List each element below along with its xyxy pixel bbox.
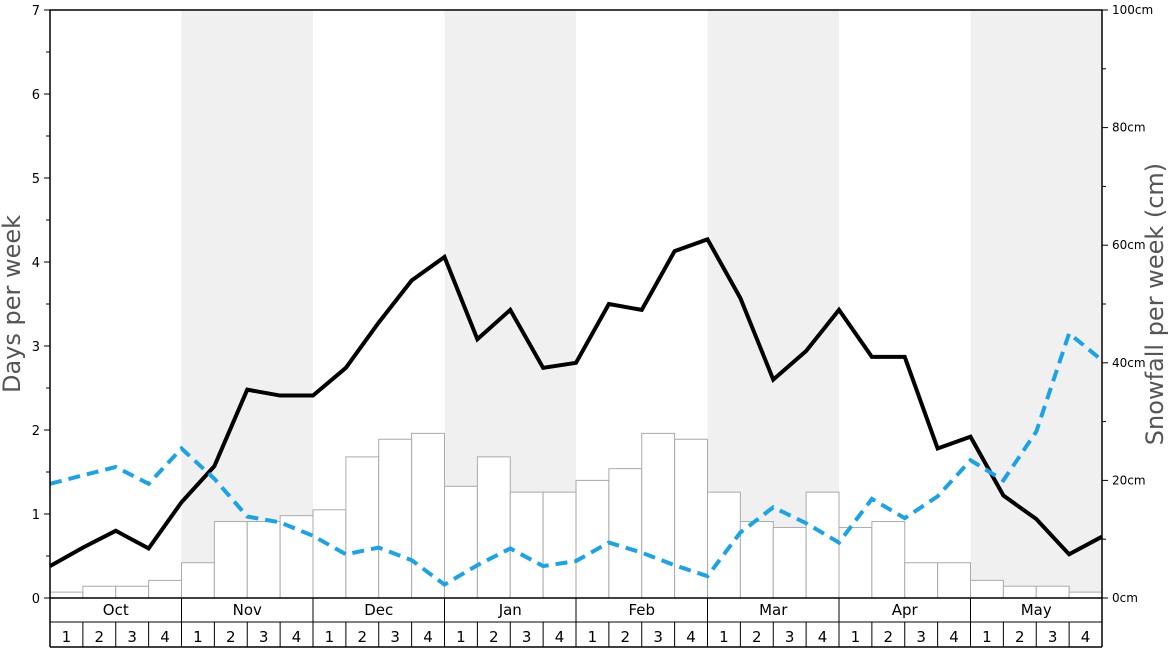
week-label: 1 (982, 628, 992, 646)
week-label: 4 (686, 628, 696, 646)
snowfall-bar (608, 468, 643, 599)
week-label: 2 (621, 628, 631, 646)
week-label: 1 (851, 628, 861, 646)
right-tick-label: 40cm (1112, 356, 1146, 370)
snowfall-bar (838, 526, 873, 599)
week-label: 2 (884, 628, 894, 646)
left-tick-label: 1 (32, 508, 40, 523)
right-tick-label: 80cm (1112, 121, 1146, 135)
month-label-apr: Apr (892, 601, 919, 619)
snowfall-bar (476, 456, 511, 599)
week-label: 3 (390, 628, 400, 646)
snowfall-bar (312, 509, 347, 599)
week-label: 3 (259, 628, 269, 646)
snowfall-bar (575, 479, 610, 599)
right-tick-label: 100cm (1112, 3, 1153, 17)
snowfall-bar (1068, 591, 1103, 599)
month-label-may: May (1021, 601, 1052, 619)
week-label: 2 (1015, 628, 1025, 646)
snowfall-bar (49, 591, 84, 599)
snowfall-bar (1035, 585, 1070, 599)
left-tick-label: 2 (32, 424, 40, 439)
week-label: 4 (160, 628, 170, 646)
snowfall-bar (181, 562, 215, 599)
left-tick-label: 6 (32, 88, 40, 103)
right-tick-label: 60cm (1112, 238, 1146, 252)
week-label: 4 (555, 628, 565, 646)
week-label: 1 (719, 628, 729, 646)
month-label-nov: Nov (233, 601, 262, 619)
month-label-jan: Jan (498, 601, 522, 619)
solid-days-line (49, 236, 1103, 568)
week-label: 4 (1081, 628, 1091, 646)
axes (44, 9, 1108, 648)
snowfall-bar (378, 438, 413, 599)
snowfall-bars (49, 432, 1103, 599)
week-label: 2 (95, 628, 105, 646)
snowfall-bar (937, 562, 971, 599)
week-label: 1 (456, 628, 466, 646)
week-label: 1 (325, 628, 335, 646)
month-label-feb: Feb (628, 601, 655, 619)
month-label-oct: Oct (103, 601, 129, 619)
week-label: 3 (785, 628, 795, 646)
snowfall-bar (707, 491, 741, 599)
snowfall-bar (772, 526, 807, 599)
snowfall-bar (739, 521, 774, 599)
left-tick-label: 5 (32, 172, 40, 187)
week-label: 2 (226, 628, 236, 646)
week-label: 2 (358, 628, 368, 646)
right-axis-title: Snowfall per week (cm) (1141, 163, 1168, 445)
snowfall-bar (674, 438, 708, 599)
month-shade-nov (181, 10, 313, 598)
snowfall-bar (345, 456, 380, 599)
week-label: 3 (127, 628, 137, 646)
snowfall-bar (1002, 585, 1037, 599)
snowfall-bar (641, 432, 676, 599)
snowfall-bar (444, 485, 478, 599)
left-tick-label: 0 (32, 592, 40, 607)
snowfall-bar (148, 579, 182, 599)
month-shading (181, 10, 1102, 598)
days-lines (49, 236, 1104, 587)
week-label: 3 (916, 628, 926, 646)
month-label-mar: Mar (759, 601, 788, 619)
week-label: 3 (1048, 628, 1058, 646)
week-label: 1 (588, 628, 598, 646)
snowfall-bar (213, 521, 248, 599)
week-label: 2 (752, 628, 762, 646)
snowfall-bar (904, 562, 939, 599)
week-label: 3 (653, 628, 663, 646)
snowfall-bar (871, 521, 906, 599)
left-tick-label: 7 (32, 4, 40, 19)
axis-labels: 0 1 2 3 4 5 6 7 0cm 20cm 40cm 60cm 80cm 100cm Oct 1 2 3 4 N… (32, 3, 1153, 646)
left-axis-title: Days per week (0, 215, 26, 393)
snowfall-bar (509, 491, 544, 599)
week-label: 1 (193, 628, 203, 646)
week-label: 4 (818, 628, 828, 646)
week-label: 1 (62, 628, 72, 646)
week-label: 4 (423, 628, 433, 646)
snowfall-bar (805, 491, 840, 599)
week-label: 4 (949, 628, 959, 646)
week-label: 4 (292, 628, 302, 646)
dashed-days-line (49, 330, 1104, 587)
month-label-dec: Dec (364, 601, 393, 619)
right-tick-label: 0cm (1112, 591, 1138, 605)
snowfall-bar (970, 579, 1004, 599)
snowfall-bar (115, 585, 150, 599)
snowfall-bar (279, 515, 314, 599)
month-shade-may (970, 10, 1102, 598)
left-tick-label: 4 (32, 256, 40, 271)
snowfall-bar (246, 521, 281, 599)
snowfall-bar (542, 491, 577, 599)
right-tick-label: 20cm (1112, 473, 1146, 487)
week-label: 2 (489, 628, 499, 646)
left-tick-label: 3 (32, 340, 40, 355)
week-label: 3 (522, 628, 532, 646)
snowfall-bar (82, 585, 117, 599)
